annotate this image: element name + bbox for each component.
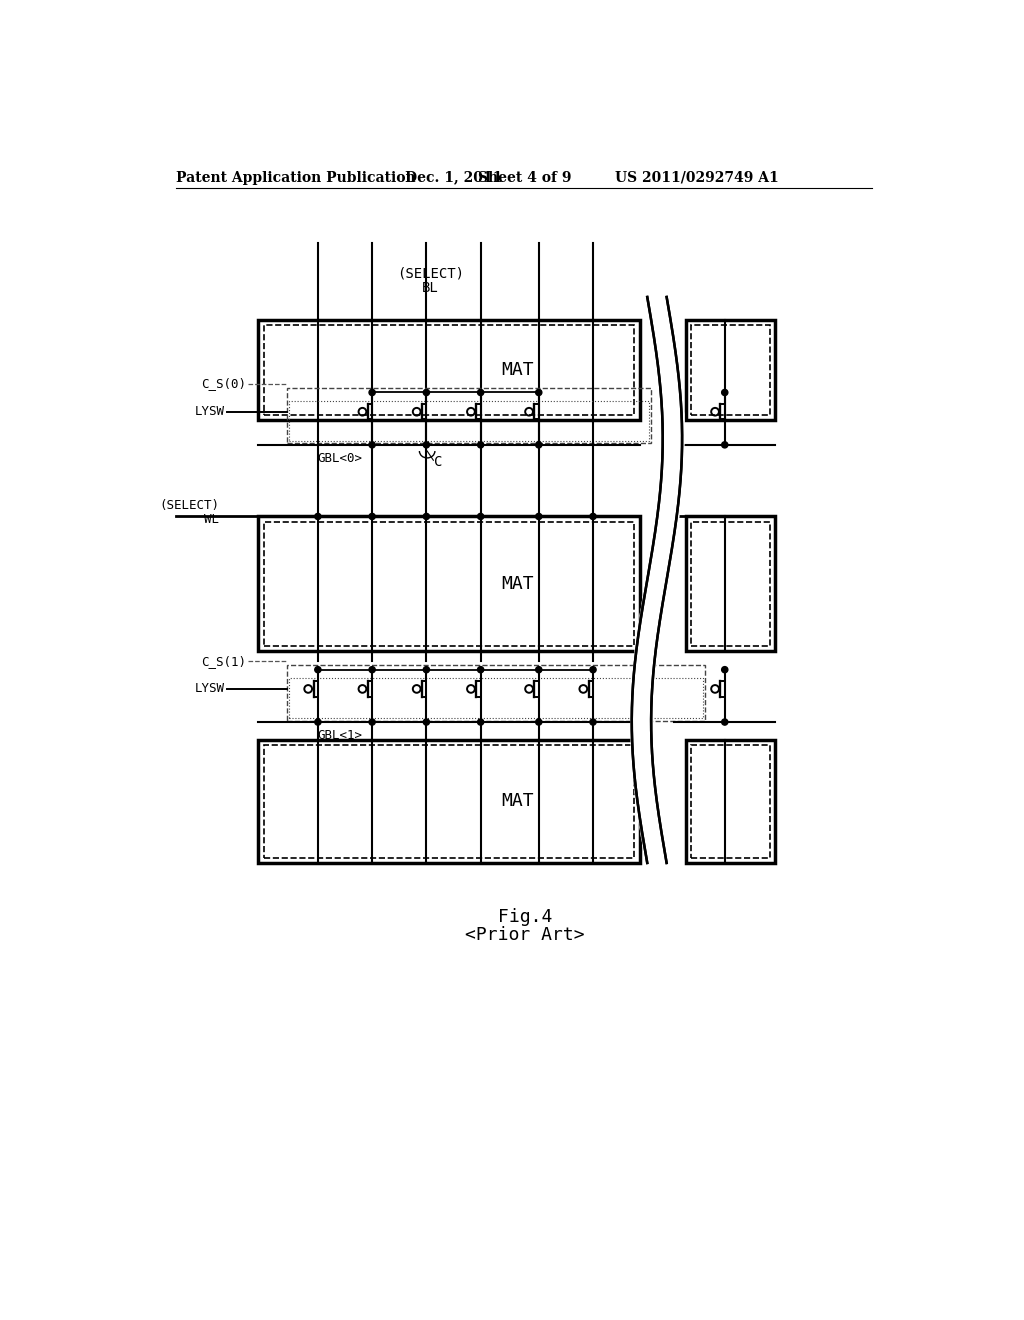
Text: WL: WL [205,513,219,527]
Circle shape [369,513,375,520]
Bar [686,739,775,863]
Circle shape [536,667,542,673]
Circle shape [477,667,483,673]
Circle shape [477,719,483,725]
Bar [691,744,770,858]
Circle shape [590,513,596,520]
Circle shape [314,667,321,673]
Bar [263,521,634,645]
Text: GBL<0>: GBL<0> [317,453,362,465]
Text: Dec. 1, 2011: Dec. 1, 2011 [406,170,503,185]
Circle shape [369,667,375,673]
Circle shape [423,513,429,520]
Circle shape [477,442,483,447]
Bar [289,678,703,718]
Circle shape [590,719,596,725]
Text: <Prior Art>: <Prior Art> [465,925,585,944]
Text: GBL<1>: GBL<1> [317,730,362,742]
Circle shape [477,389,483,396]
Bar [691,521,770,645]
Circle shape [369,442,375,447]
Text: C_S(1): C_S(1) [201,655,246,668]
Text: BL: BL [422,281,438,294]
Circle shape [536,442,542,447]
Bar [686,516,775,651]
Text: (SELECT): (SELECT) [160,499,219,512]
Circle shape [590,667,596,673]
Text: LYSW: LYSW [195,405,225,418]
Circle shape [423,442,429,447]
Circle shape [536,389,542,396]
Circle shape [536,513,542,520]
Bar [258,321,640,420]
Circle shape [722,719,728,725]
Text: Patent Application Publication: Patent Application Publication [176,170,416,185]
Circle shape [314,719,321,725]
Bar [289,401,649,441]
Text: (SELECT): (SELECT) [396,267,464,281]
Circle shape [423,719,429,725]
Bar [686,321,775,420]
Text: MAT: MAT [501,792,534,810]
Circle shape [369,719,375,725]
Circle shape [536,719,542,725]
Circle shape [722,442,728,447]
Bar [258,739,640,863]
Circle shape [314,513,321,520]
Circle shape [477,513,483,520]
Circle shape [423,389,429,396]
Circle shape [722,389,728,396]
Text: MAT: MAT [501,574,534,593]
Bar [287,388,651,444]
Text: Sheet 4 of 9: Sheet 4 of 9 [478,170,571,185]
Circle shape [722,667,728,673]
Text: C: C [434,455,442,469]
Text: Fig.4: Fig.4 [498,908,552,925]
Bar [287,665,706,721]
Circle shape [369,389,375,396]
Text: MAT: MAT [501,362,534,379]
Bar [263,326,634,414]
Circle shape [423,667,429,673]
Text: US 2011/0292749 A1: US 2011/0292749 A1 [614,170,778,185]
Text: LYSW: LYSW [195,682,225,696]
Bar [691,326,770,414]
Bar [258,516,640,651]
Text: C_S(0): C_S(0) [201,378,246,391]
Bar [263,744,634,858]
